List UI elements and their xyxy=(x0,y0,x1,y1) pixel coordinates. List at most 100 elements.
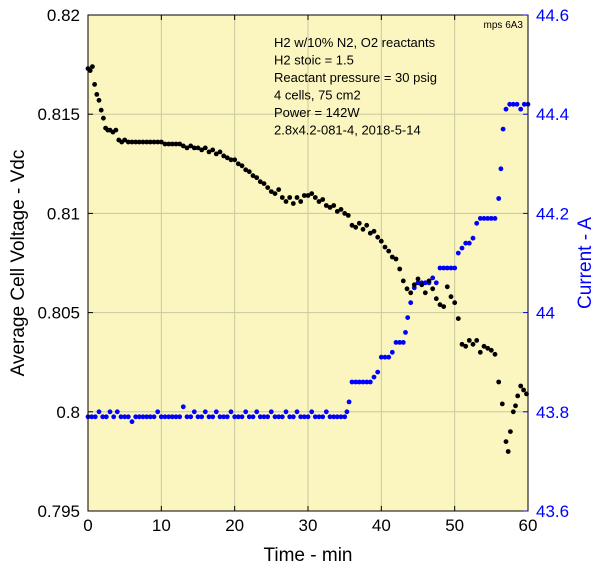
y-left-tick-label: 0.82 xyxy=(47,6,80,25)
current-point xyxy=(441,265,447,271)
y-right-tick-label: 43.6 xyxy=(536,502,569,521)
voltage-point xyxy=(334,209,340,214)
current-point xyxy=(510,101,516,107)
current-point xyxy=(397,340,403,345)
current-point xyxy=(485,216,491,221)
voltage-point xyxy=(505,449,511,454)
voltage-point xyxy=(151,139,157,145)
voltage-point xyxy=(298,199,304,204)
voltage-point xyxy=(452,300,458,306)
current-point xyxy=(188,414,194,420)
voltage-point xyxy=(276,187,282,193)
x-tick-label: 40 xyxy=(372,516,391,535)
voltage-point xyxy=(213,151,219,157)
voltage-point xyxy=(382,244,388,250)
annotation-line: 4 cells, 75 cm2 xyxy=(274,88,361,103)
voltage-point xyxy=(166,141,172,147)
current-point xyxy=(107,409,113,415)
current-point xyxy=(147,414,153,420)
voltage-point xyxy=(422,290,428,296)
current-point xyxy=(496,196,502,201)
voltage-point xyxy=(210,147,216,153)
voltage-point xyxy=(246,169,252,175)
voltage-point xyxy=(375,234,381,240)
voltage-point xyxy=(389,254,395,260)
current-point xyxy=(228,409,234,415)
voltage-point xyxy=(448,294,454,300)
axis-ticks: 0 10 20 30 40 50 60 0.795 0.8 0.805 0.81 0.815 0.82 4… xyxy=(37,6,569,535)
current-point xyxy=(122,414,128,420)
voltage-point xyxy=(287,195,293,200)
current-point xyxy=(133,414,139,420)
current-point xyxy=(221,414,227,420)
voltage-point xyxy=(224,155,230,161)
current-point xyxy=(235,414,241,420)
current-point xyxy=(342,414,348,420)
x-tick-label: 50 xyxy=(445,516,464,535)
current-point xyxy=(378,354,384,360)
current-point xyxy=(210,414,216,420)
voltage-point xyxy=(397,266,403,272)
voltage-point xyxy=(96,97,102,103)
current-point xyxy=(250,414,256,420)
voltage-point xyxy=(122,137,128,143)
voltage-point xyxy=(378,238,384,244)
voltage-point xyxy=(499,401,505,407)
current-point xyxy=(239,414,245,420)
voltage-point xyxy=(327,205,333,210)
annotation-line: H2 w/10% N2, O2 reactants xyxy=(274,35,436,50)
voltage-point xyxy=(474,338,480,343)
current-point xyxy=(334,414,340,420)
current-point xyxy=(224,414,230,420)
voltage-point xyxy=(180,143,186,149)
voltage-point xyxy=(228,157,234,163)
current-point xyxy=(470,235,476,241)
current-point xyxy=(199,414,205,420)
voltage-point xyxy=(158,139,164,145)
voltage-point xyxy=(459,341,465,347)
voltage-point xyxy=(444,284,450,290)
voltage-point xyxy=(508,429,513,434)
current-point xyxy=(320,414,326,420)
voltage-point xyxy=(353,224,359,230)
current-point xyxy=(327,414,333,420)
current-point xyxy=(466,240,472,246)
current-point xyxy=(477,216,483,221)
current-point xyxy=(463,240,469,246)
voltage-point xyxy=(426,278,432,284)
current-point xyxy=(136,414,142,420)
current-point xyxy=(403,330,408,335)
current-point xyxy=(268,409,274,415)
current-point xyxy=(437,265,443,271)
voltage-point xyxy=(408,290,414,296)
current-point xyxy=(184,414,190,420)
current-point xyxy=(382,354,388,360)
voltage-point xyxy=(316,199,322,204)
voltage-point xyxy=(433,296,439,302)
annotation-line: Power = 142W xyxy=(274,105,360,120)
current-point xyxy=(96,409,102,415)
current-point xyxy=(481,216,487,221)
current-point xyxy=(386,354,392,360)
voltage-point xyxy=(312,195,318,200)
current-point xyxy=(364,379,370,385)
x-tick-label: 0 xyxy=(83,516,92,535)
current-point xyxy=(346,399,352,405)
voltage-point xyxy=(155,139,161,145)
current-point xyxy=(305,414,311,420)
current-point xyxy=(430,275,436,281)
current-point xyxy=(103,414,109,420)
voltage-point xyxy=(419,282,425,288)
current-point xyxy=(459,245,465,251)
voltage-point xyxy=(294,195,300,200)
y-right-tick-label: 44.2 xyxy=(536,204,569,223)
voltage-series xyxy=(85,64,529,454)
current-point xyxy=(166,414,172,420)
voltage-point xyxy=(162,141,168,147)
voltage-point xyxy=(404,286,410,292)
current-point xyxy=(254,409,260,415)
y-left-tick-label: 0.815 xyxy=(37,105,80,124)
voltage-point xyxy=(386,248,392,254)
voltage-point xyxy=(101,115,106,121)
current-point xyxy=(422,280,428,286)
